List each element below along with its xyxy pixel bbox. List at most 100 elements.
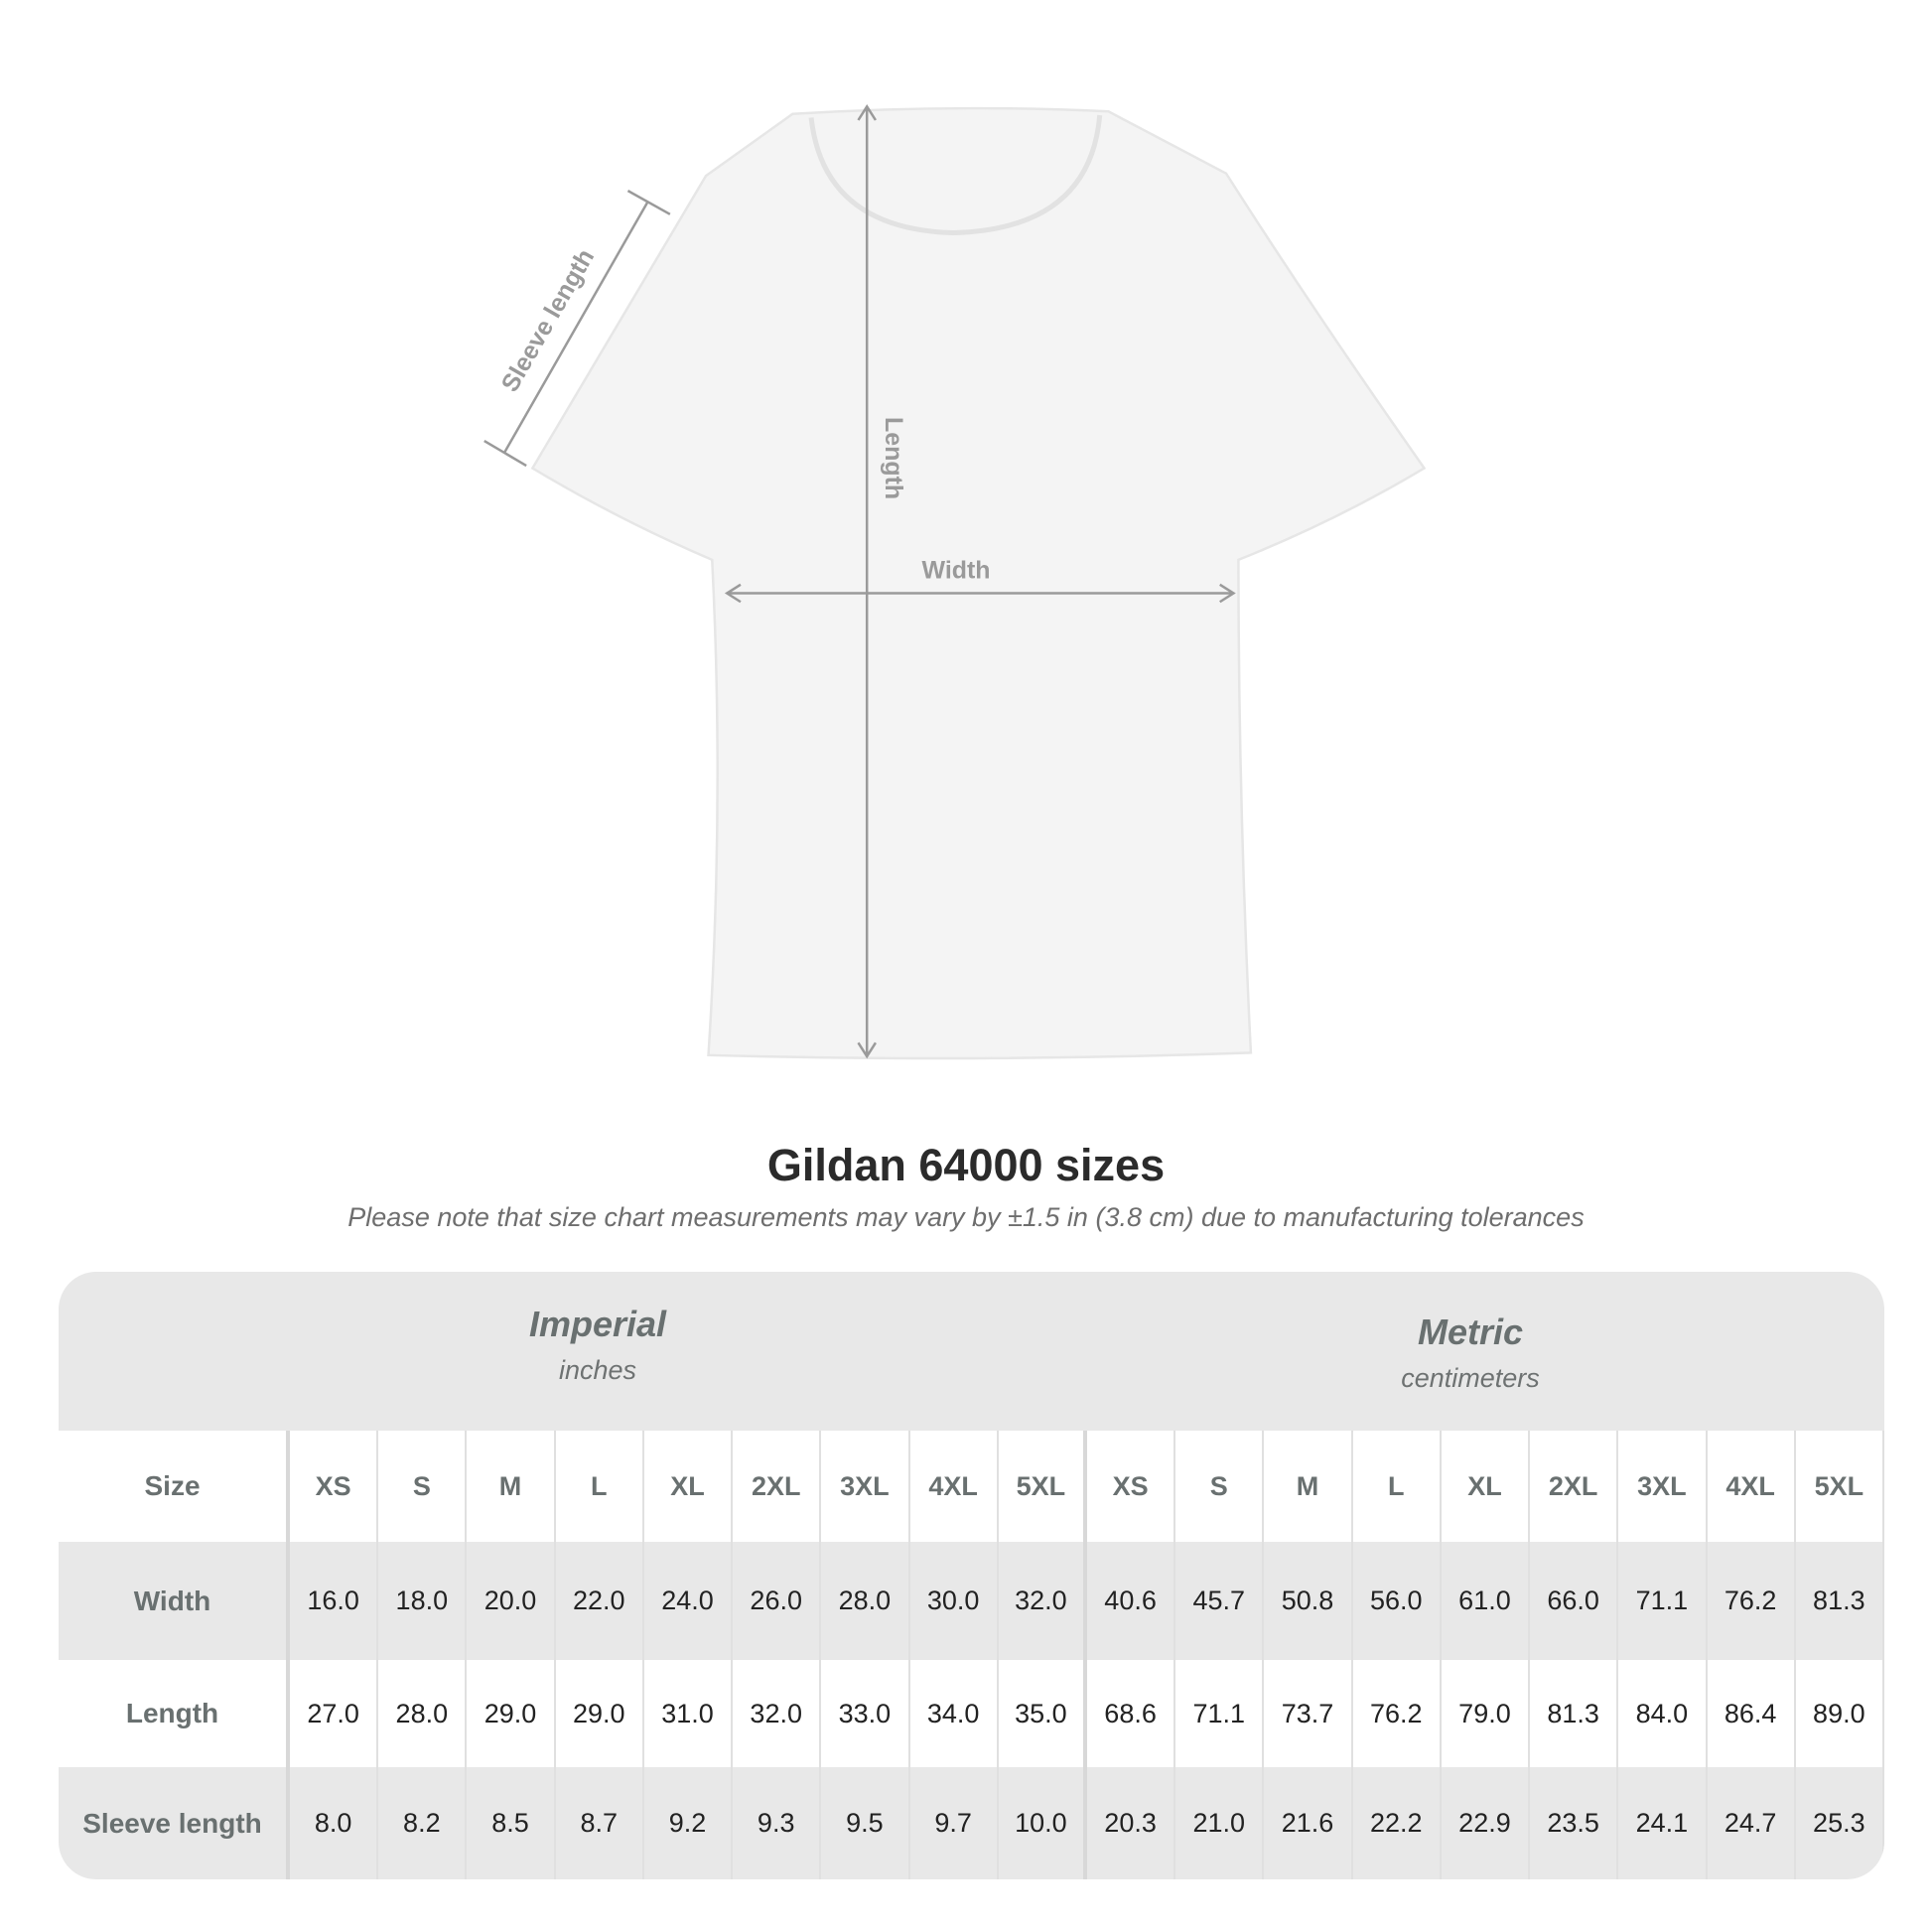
imperial-value-cell: 22.0	[556, 1542, 644, 1660]
width-arrow-right	[1219, 583, 1236, 604]
metric-value-cell: 71.1	[1175, 1660, 1265, 1767]
imperial-size-header: S	[378, 1431, 468, 1542]
imperial-size-header: XL	[644, 1431, 734, 1542]
metric-value-cell: 24.1	[1618, 1767, 1708, 1879]
tshirt-collar	[808, 114, 1103, 236]
metric-value-cell: 84.0	[1618, 1660, 1708, 1767]
metric-value-cell: 66.0	[1530, 1542, 1619, 1660]
metric-value-cell: 45.7	[1175, 1542, 1265, 1660]
tshirt-body	[530, 106, 1427, 1060]
metric-size-header: 4XL	[1708, 1431, 1796, 1542]
metric-value-cell: 20.3	[1087, 1767, 1176, 1879]
imperial-value-cell: 34.0	[910, 1660, 999, 1767]
metric-size-header: XL	[1442, 1431, 1531, 1542]
imperial-value-cell: 28.0	[378, 1660, 468, 1767]
metric-value-cell: 25.3	[1796, 1767, 1884, 1879]
chart-title: Gildan 64000 sizes	[766, 1140, 1166, 1190]
imperial-value-cell: 9.3	[733, 1767, 822, 1879]
imperial-value-cell: 29.0	[467, 1660, 556, 1767]
metric-value-cell: 71.1	[1618, 1542, 1708, 1660]
sleeve-label: Sleeve length	[496, 244, 601, 396]
size-label: Size	[59, 1431, 290, 1542]
width-arrow-left	[724, 583, 742, 604]
metric-size-header: 2XL	[1530, 1431, 1619, 1542]
imperial-value-cell: 33.0	[821, 1660, 910, 1767]
metric-value-cell: 76.2	[1353, 1660, 1442, 1767]
imperial-value-cell: 31.0	[644, 1660, 734, 1767]
row-label: Length	[59, 1660, 290, 1767]
size-table: Imperial inches Metric centimeters Size X…	[59, 1272, 1884, 1879]
metric-value-cell: 24.7	[1708, 1767, 1796, 1879]
metric-value-cell: 81.3	[1796, 1542, 1884, 1660]
length-label: Length	[880, 417, 907, 499]
imperial-size-header: 2XL	[733, 1431, 822, 1542]
imperial-value-cell: 24.0	[644, 1542, 734, 1660]
metric-value-cell: 89.0	[1796, 1660, 1884, 1767]
imperial-value-cell: 32.0	[733, 1660, 822, 1767]
imperial-value-cell: 9.2	[644, 1767, 734, 1879]
imperial-value-cell: 9.5	[821, 1767, 910, 1879]
imperial-size-header: 5XL	[999, 1431, 1087, 1542]
imperial-size-header: M	[467, 1431, 556, 1542]
imperial-value-cell: 20.0	[467, 1542, 556, 1660]
imperial-value-cell: 18.0	[378, 1542, 468, 1660]
imperial-value-cell: 16.0	[290, 1542, 379, 1660]
imperial-value-cell: 26.0	[733, 1542, 822, 1660]
imperial-value-cell: 8.0	[290, 1767, 379, 1879]
metric-value-cell: 40.6	[1087, 1542, 1176, 1660]
metric-unit: centimeters	[1401, 1363, 1540, 1393]
imperial-value-cell: 30.0	[910, 1542, 999, 1660]
imperial-value-cell: 10.0	[999, 1767, 1087, 1879]
metric-header: Metric centimeters	[1173, 1311, 1768, 1394]
metric-value-cell: 56.0	[1353, 1542, 1442, 1660]
metric-size-header: XS	[1087, 1431, 1176, 1542]
sleeve-line	[502, 201, 649, 455]
imperial-value-cell: 8.5	[467, 1767, 556, 1879]
imperial-value-cell: 8.7	[556, 1767, 644, 1879]
tolerance-note: Please note that size chart measurements…	[347, 1202, 1585, 1232]
metric-value-cell: 68.6	[1087, 1660, 1176, 1767]
width-label: Width	[922, 557, 991, 585]
metric-value-cell: 79.0	[1442, 1660, 1531, 1767]
metric-value-cell: 86.4	[1708, 1660, 1796, 1767]
metric-value-cell: 61.0	[1442, 1542, 1531, 1660]
imperial-value-cell: 8.2	[378, 1767, 468, 1879]
metric-value-cell: 50.8	[1264, 1542, 1353, 1660]
metric-size-header: 5XL	[1796, 1431, 1884, 1542]
metric-value-cell: 22.9	[1442, 1767, 1531, 1879]
metric-value-cell: 22.2	[1353, 1767, 1442, 1879]
imperial-value-cell: 9.7	[910, 1767, 999, 1879]
table-row: Length 27.0 28.0 29.0 29.0 31.0 32.0 33.0 34.0 35…	[59, 1660, 1884, 1767]
imperial-size-header: 3XL	[821, 1431, 910, 1542]
metric-size-header: L	[1353, 1431, 1442, 1542]
row-label: Sleeve length	[59, 1767, 290, 1879]
imperial-title: Imperial	[528, 1304, 667, 1344]
metric-value-cell: 73.7	[1264, 1660, 1353, 1767]
imperial-unit: inches	[558, 1355, 637, 1385]
imperial-size-header: XS	[290, 1431, 379, 1542]
metric-size-header: 3XL	[1618, 1431, 1708, 1542]
metric-value-cell: 76.2	[1708, 1542, 1796, 1660]
metric-value-cell: 23.5	[1530, 1767, 1619, 1879]
row-label: Width	[59, 1542, 290, 1660]
length-arrow-top	[857, 103, 877, 121]
imperial-value-cell: 35.0	[999, 1660, 1087, 1767]
table-row: Width 16.0 18.0 20.0 22.0 24.0 26.0 28.0 30.0 32.…	[59, 1542, 1884, 1660]
metric-size-header: S	[1175, 1431, 1265, 1542]
imperial-size-header: 4XL	[910, 1431, 999, 1542]
imperial-value-cell: 32.0	[999, 1542, 1087, 1660]
imperial-value-cell: 27.0	[290, 1660, 379, 1767]
table-row: Sleeve length 8.0 8.2 8.5 8.7 9.2 9.3 9.5 9.7 10.…	[59, 1767, 1884, 1879]
header-band	[59, 1272, 1884, 1431]
metric-value-cell: 81.3	[1530, 1660, 1619, 1767]
metric-size-header: M	[1264, 1431, 1353, 1542]
length-arrow-bottom	[857, 1041, 877, 1059]
imperial-value-cell: 28.0	[821, 1542, 910, 1660]
imperial-header: Imperial inches	[300, 1304, 896, 1386]
metric-title: Metric	[1417, 1311, 1524, 1352]
metric-value-cell: 21.6	[1264, 1767, 1353, 1879]
imperial-value-cell: 29.0	[556, 1660, 644, 1767]
imperial-size-header: L	[556, 1431, 644, 1542]
size-header-row: Size XS S M L XL 2XL 3XL 4XL 5XL XS S M L XL 2XL 3XL 4XL 5…	[59, 1431, 1884, 1542]
